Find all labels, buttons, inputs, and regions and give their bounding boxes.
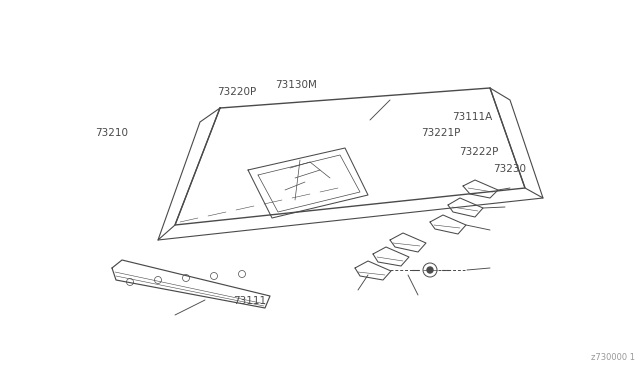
- Circle shape: [427, 267, 433, 273]
- Text: 73221P: 73221P: [421, 128, 461, 138]
- Text: 73230: 73230: [493, 164, 526, 174]
- Text: 73222P: 73222P: [460, 147, 499, 157]
- Text: 73111: 73111: [233, 296, 266, 306]
- Text: 73130M: 73130M: [275, 80, 317, 90]
- Text: 73210: 73210: [95, 128, 128, 138]
- Text: 73111A: 73111A: [452, 112, 492, 122]
- Text: 73220P: 73220P: [218, 87, 257, 97]
- Text: z730000 1: z730000 1: [591, 353, 635, 362]
